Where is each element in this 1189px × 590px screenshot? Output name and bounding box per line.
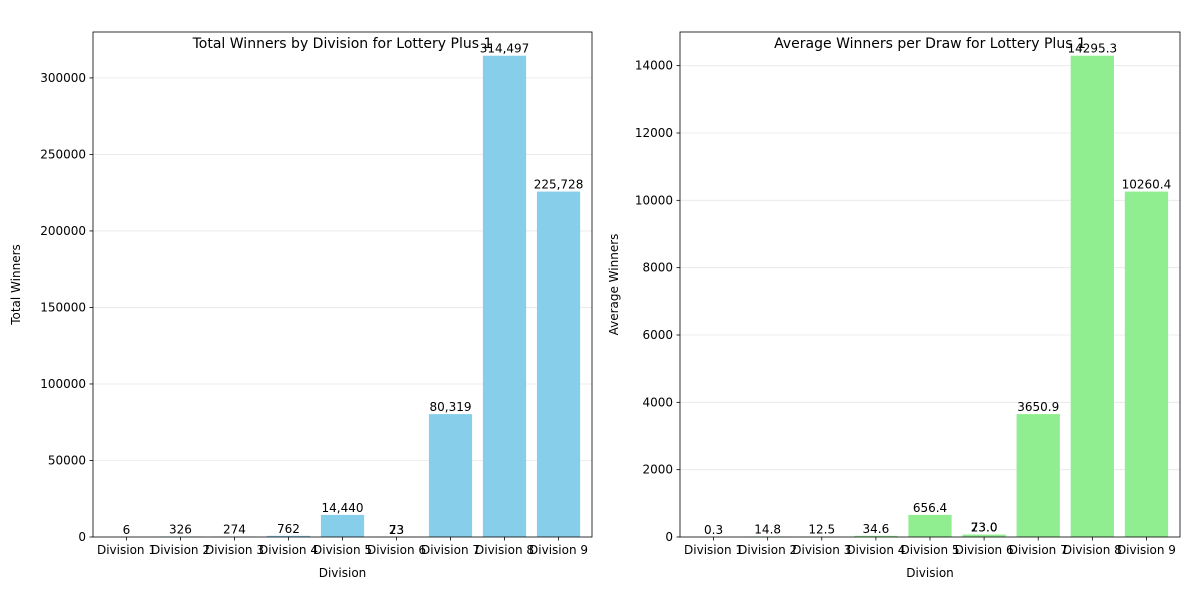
y-tick-label: 8000: [642, 261, 673, 275]
data-label: 34.6: [863, 522, 890, 536]
x-tick-label: Division 8: [475, 543, 534, 557]
x-tick-label: Division 7: [421, 543, 480, 557]
axes-frame: [92, 31, 593, 538]
y-tick-label: 100000: [40, 377, 86, 391]
x-tick-label: Division 1: [97, 543, 156, 557]
data-label: 762: [277, 522, 300, 536]
data-label: 656.4: [913, 501, 947, 515]
data-label: 3650.9: [1017, 400, 1059, 414]
chart-title: Average Winners per Draw for Lottery Plu…: [774, 36, 1086, 52]
data-label: 73: [389, 523, 404, 537]
bar: [962, 534, 1006, 537]
bar: [1016, 414, 1060, 537]
data-label: 14.8: [754, 523, 781, 537]
x-tick-label: Division 4: [259, 543, 318, 557]
data-label: 326: [169, 523, 192, 537]
total-winners-panel: Total Winners by Division for Lottery Pl…: [9, 31, 593, 580]
bar: [908, 514, 952, 537]
x-tick-label: Division 2: [151, 543, 210, 557]
bar: [428, 414, 473, 537]
x-tick-label: Division 9: [1117, 543, 1176, 557]
y-tick-label: 0: [78, 530, 86, 544]
axes-frame: [679, 31, 1181, 538]
x-tick-label: Division 3: [792, 543, 851, 557]
x-tick-label: Division 8: [1063, 543, 1122, 557]
y-tick-label: 0: [665, 530, 673, 544]
x-tick-label: Division 5: [901, 543, 960, 557]
bar: [1124, 191, 1169, 537]
data-label: 73.0: [971, 521, 998, 535]
chart-title: Total Winners by Division for Lottery Pl…: [192, 36, 493, 52]
data-label: 314,497: [480, 42, 530, 56]
y-tick-label: 50000: [48, 453, 86, 467]
x-tick-label: Division 7: [1009, 543, 1068, 557]
bar: [266, 535, 311, 537]
x-tick-label: Division 5: [313, 543, 372, 557]
x-axis-label: Division: [906, 566, 954, 580]
x-tick-label: Division 4: [846, 543, 905, 557]
data-label: 6: [123, 523, 131, 537]
y-tick-label: 6000: [642, 328, 673, 342]
x-tick-label: Division 2: [738, 543, 797, 557]
bar: [320, 514, 365, 537]
y-axis-label: Average Winners: [607, 234, 621, 336]
y-tick-label: 4000: [642, 395, 673, 409]
bar: [1070, 55, 1114, 537]
data-label: 10260.4: [1122, 178, 1172, 192]
bar: [536, 191, 581, 538]
y-tick-label: 12000: [635, 126, 673, 140]
data-label: 14295.3: [1068, 42, 1118, 56]
bar: [482, 55, 527, 537]
x-tick-label: Division 6: [955, 543, 1014, 557]
bar: [854, 535, 898, 537]
average-winners-panel: Average Winners per Draw for Lottery Plu…: [607, 31, 1181, 580]
data-label: 23.0: [971, 521, 998, 535]
data-label: 274: [223, 523, 246, 537]
y-tick-label: 200000: [40, 224, 86, 238]
y-tick-label: 10000: [635, 193, 673, 207]
y-axis-label: Total Winners: [9, 244, 23, 326]
y-tick-label: 250000: [40, 147, 86, 161]
data-label: 225,728: [534, 178, 584, 192]
x-tick-label: Division 9: [529, 543, 588, 557]
data-label: 12.5: [808, 523, 835, 537]
x-tick-label: Division 1: [684, 543, 743, 557]
y-tick-label: 14000: [635, 59, 673, 73]
data-label: 0.3: [704, 523, 723, 537]
x-axis-label: Division: [319, 566, 367, 580]
y-tick-label: 2000: [642, 463, 673, 477]
data-label: 23: [389, 523, 404, 537]
x-tick-label: Division 6: [367, 543, 426, 557]
data-label: 14,440: [322, 501, 364, 515]
data-label: 80,319: [430, 400, 472, 414]
y-tick-label: 150000: [40, 300, 86, 314]
x-tick-label: Division 3: [205, 543, 264, 557]
y-tick-label: 300000: [40, 71, 86, 85]
